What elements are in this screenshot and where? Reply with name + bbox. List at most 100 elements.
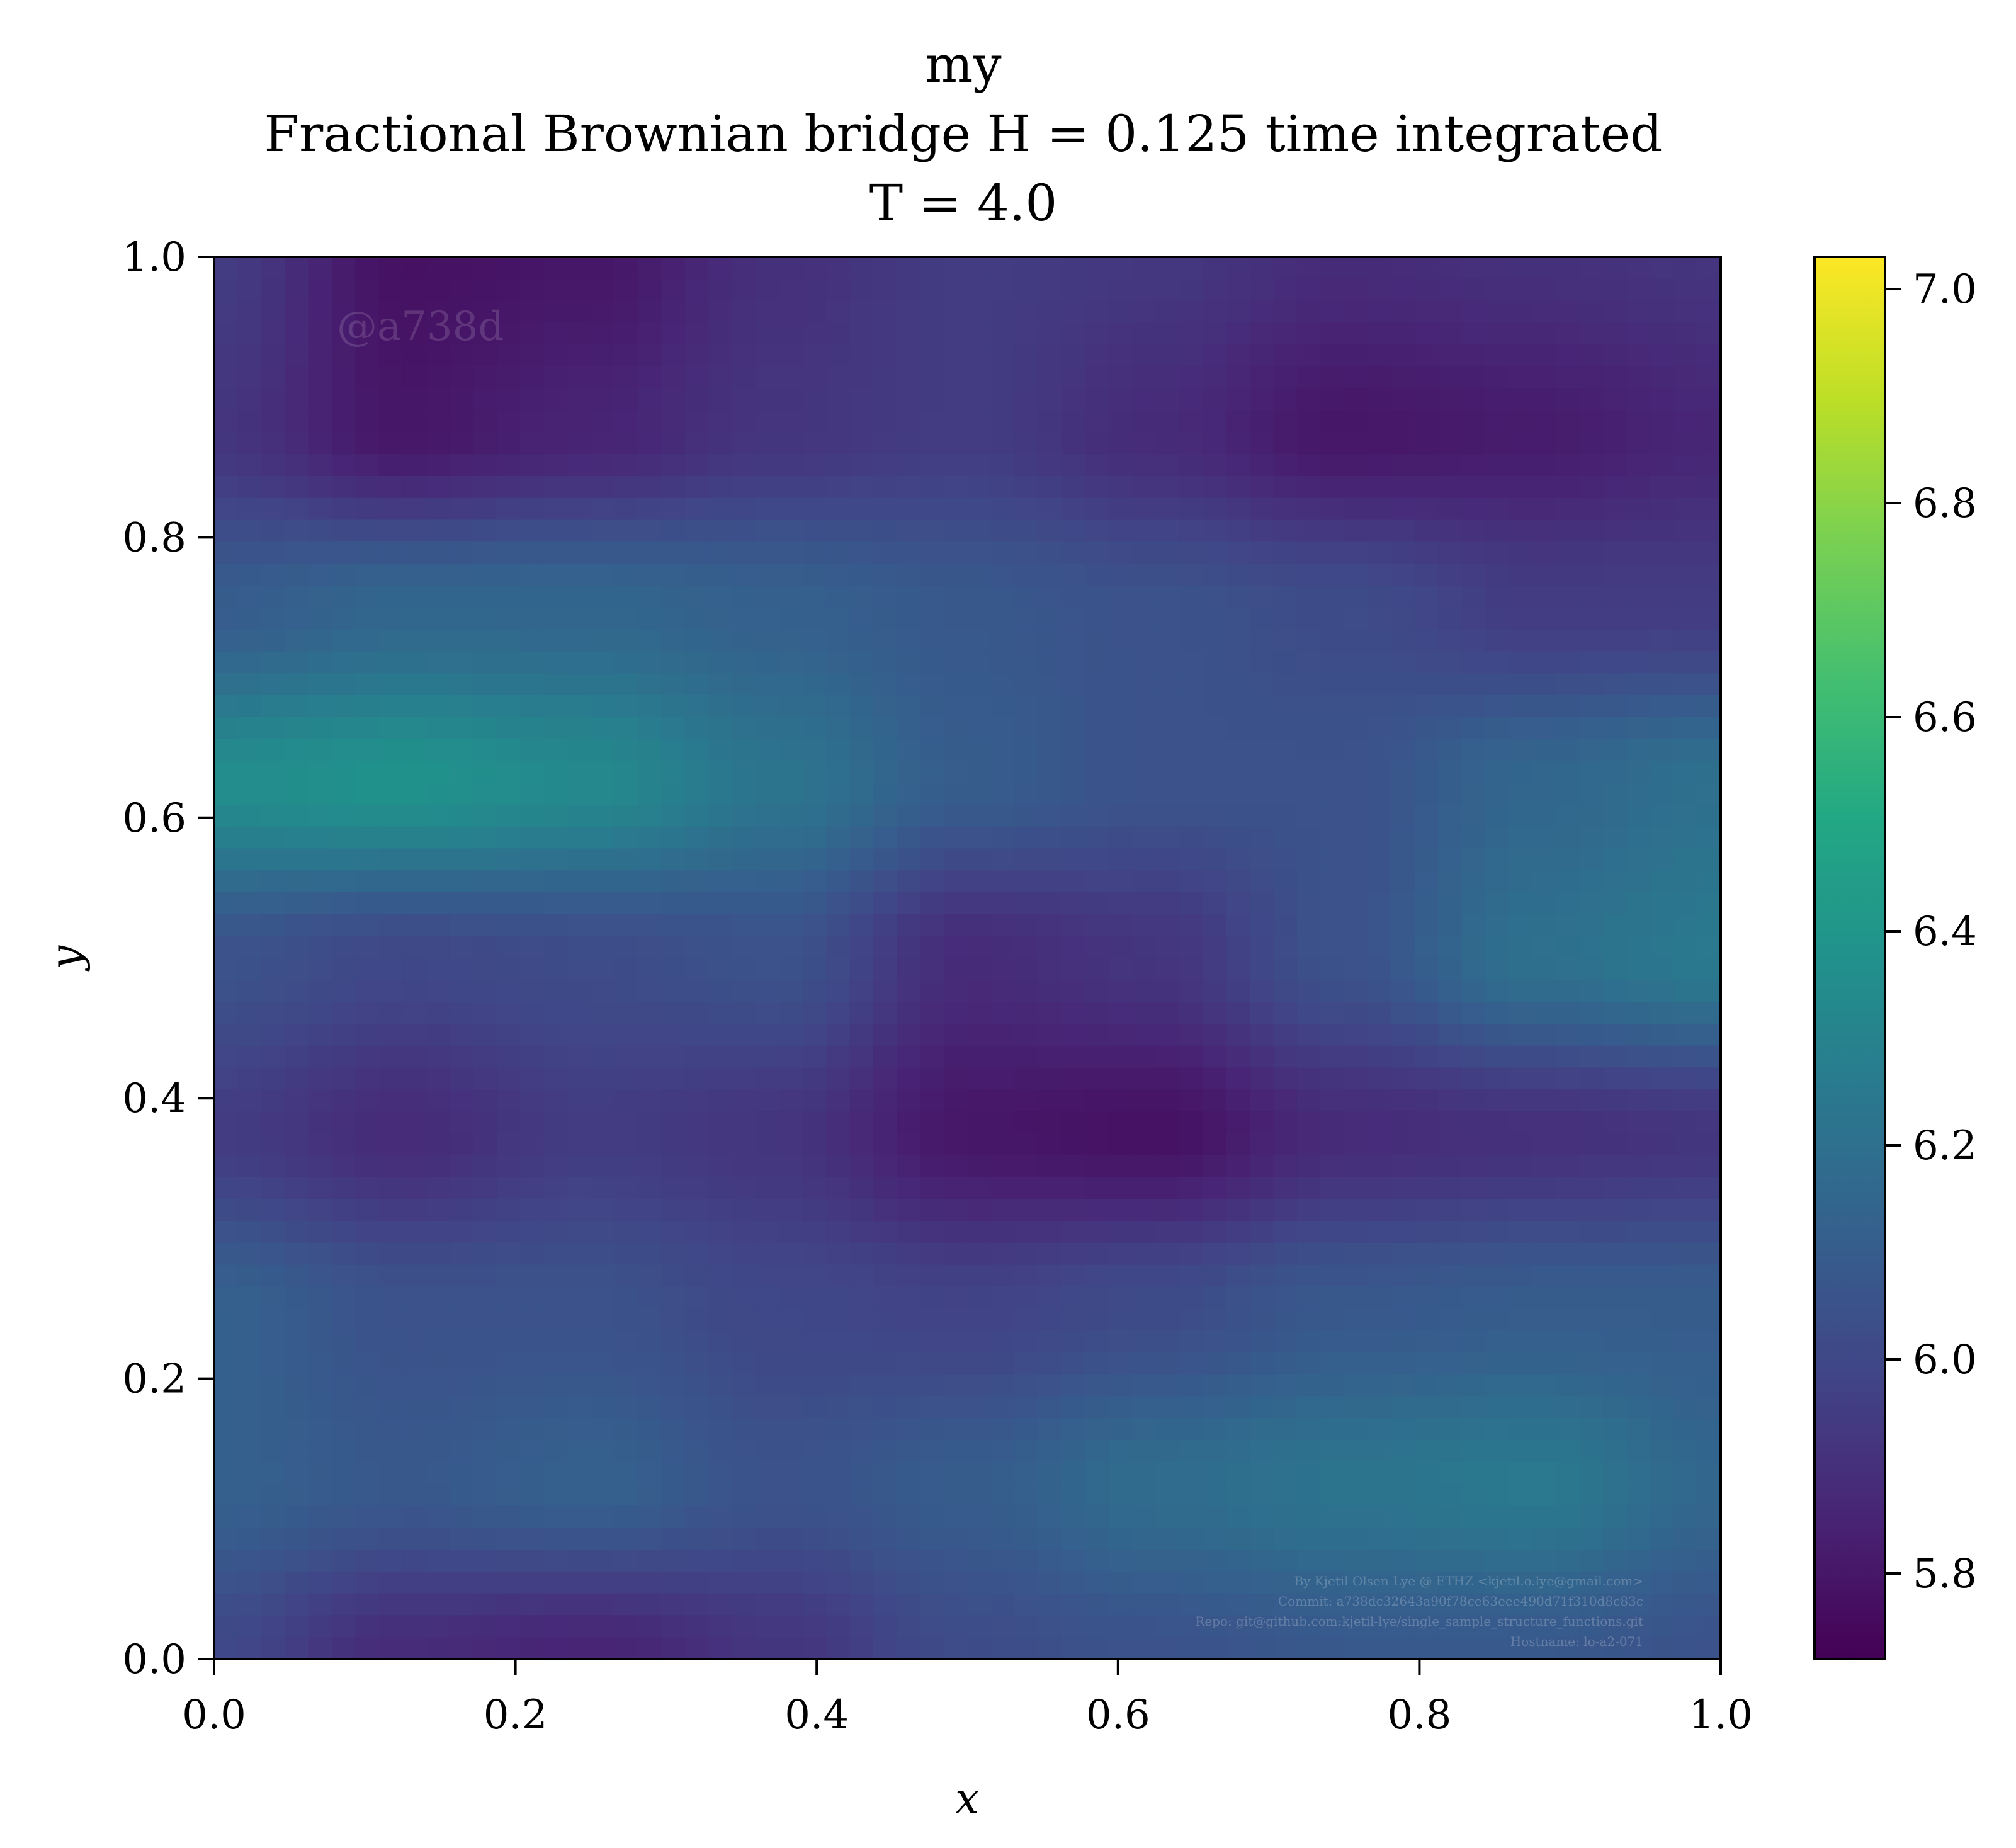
heatmap-cell bbox=[285, 936, 309, 959]
heatmap-cell bbox=[1485, 1264, 1510, 1288]
heatmap-cell bbox=[1203, 1002, 1227, 1024]
heatmap-cell bbox=[708, 300, 733, 324]
heatmap-cell bbox=[826, 1308, 851, 1331]
heatmap-cell bbox=[1108, 1264, 1133, 1288]
heatmap-cell bbox=[308, 914, 332, 937]
heatmap-cell bbox=[1038, 475, 1062, 499]
heatmap-cell bbox=[1673, 936, 1698, 959]
heatmap-cell bbox=[378, 344, 403, 367]
heatmap-cell bbox=[1108, 1023, 1133, 1046]
heatmap-cell bbox=[331, 1067, 356, 1091]
heatmap-cell bbox=[1014, 1111, 1039, 1134]
heatmap-cell bbox=[1579, 848, 1604, 871]
heatmap-cell bbox=[944, 1637, 968, 1659]
heatmap-cell bbox=[308, 694, 332, 718]
heatmap-cell bbox=[1226, 585, 1250, 608]
heatmap-cell bbox=[1485, 1330, 1510, 1353]
heatmap-cell bbox=[543, 980, 568, 1002]
heatmap-cell bbox=[1062, 1593, 1086, 1616]
heatmap-cell bbox=[779, 1155, 803, 1178]
heatmap-cell bbox=[378, 629, 403, 652]
heatmap-cell bbox=[1179, 936, 1204, 959]
heatmap-cell bbox=[591, 1111, 615, 1134]
heatmap-cell bbox=[1603, 1155, 1628, 1178]
heatmap-cell bbox=[1062, 804, 1086, 827]
heatmap-cell bbox=[684, 1155, 709, 1178]
heatmap-cell bbox=[1368, 475, 1392, 499]
heatmap-cell bbox=[755, 1045, 780, 1069]
heatmap-cell bbox=[920, 958, 944, 981]
heatmap-cell bbox=[1273, 519, 1298, 543]
heatmap-cell bbox=[426, 1505, 450, 1529]
heatmap-cell bbox=[661, 739, 686, 762]
heatmap-cell bbox=[1368, 322, 1392, 345]
heatmap-cell bbox=[1085, 1221, 1109, 1244]
heatmap-cell bbox=[355, 1637, 380, 1659]
heatmap-cell bbox=[1509, 1352, 1533, 1375]
heatmap-cell bbox=[990, 454, 1016, 477]
heatmap-cell bbox=[967, 388, 992, 411]
heatmap-cell bbox=[638, 673, 662, 696]
heatmap-cell bbox=[1391, 892, 1415, 915]
heatmap-cell bbox=[779, 607, 803, 630]
heatmap-cell bbox=[897, 892, 921, 915]
heatmap-cell bbox=[1697, 1396, 1721, 1419]
heatmap-cell bbox=[1438, 1199, 1463, 1222]
heatmap-cell bbox=[614, 607, 638, 630]
heatmap-cell bbox=[1014, 1264, 1039, 1288]
heatmap-cell bbox=[944, 1133, 968, 1156]
heatmap-cell bbox=[308, 1067, 332, 1091]
heatmap-cell bbox=[1532, 1593, 1557, 1616]
heatmap-cell bbox=[308, 1505, 332, 1529]
heatmap-cell bbox=[1038, 300, 1062, 324]
heatmap-cell bbox=[1603, 761, 1628, 783]
heatmap-cell bbox=[1179, 454, 1204, 477]
heatmap-cell bbox=[378, 1615, 403, 1638]
heatmap-cell bbox=[873, 694, 898, 718]
heatmap-cell bbox=[1650, 1571, 1675, 1594]
heatmap-cell bbox=[802, 1177, 827, 1200]
heatmap-cell bbox=[1438, 783, 1463, 805]
heatmap-cell bbox=[308, 497, 332, 521]
heatmap-cell bbox=[638, 1593, 662, 1616]
heatmap-cell bbox=[1532, 1023, 1557, 1046]
heatmap-cell bbox=[543, 300, 568, 324]
heatmap-cell bbox=[1697, 980, 1721, 1002]
heatmap-cell bbox=[355, 585, 380, 608]
heatmap-cell bbox=[1203, 739, 1227, 762]
heatmap-cell bbox=[1226, 1352, 1250, 1375]
heatmap-cell bbox=[473, 1461, 497, 1485]
heatmap-cell bbox=[944, 651, 968, 674]
heatmap-cell bbox=[355, 278, 380, 302]
heatmap-cell bbox=[591, 1155, 615, 1178]
heatmap-cell bbox=[1673, 541, 1698, 564]
heatmap-cell bbox=[1226, 607, 1250, 630]
heatmap-cell bbox=[849, 1330, 874, 1353]
heatmap-cell bbox=[732, 1199, 756, 1222]
heatmap-cell bbox=[920, 1111, 944, 1134]
heatmap-cell bbox=[1673, 497, 1698, 521]
heatmap-cell bbox=[732, 1550, 756, 1572]
heatmap-cell bbox=[614, 1221, 638, 1244]
heatmap-cell bbox=[1368, 388, 1392, 411]
heatmap-cell bbox=[1579, 804, 1604, 827]
heatmap-cell bbox=[473, 694, 497, 718]
heatmap-cell bbox=[1579, 958, 1604, 981]
heatmap-cell bbox=[285, 432, 309, 455]
heatmap-cell bbox=[1296, 519, 1322, 543]
heatmap-cell bbox=[1085, 673, 1109, 696]
heatmap-cell bbox=[473, 388, 497, 411]
heatmap-cell bbox=[1626, 1133, 1651, 1156]
heatmap-cell bbox=[1273, 410, 1298, 433]
heatmap-cell bbox=[237, 1133, 262, 1156]
heatmap-cell bbox=[1179, 1286, 1204, 1310]
heatmap-cell bbox=[355, 804, 380, 827]
heatmap-cell bbox=[1344, 388, 1368, 411]
heatmap-cell bbox=[214, 322, 239, 345]
heatmap-cell bbox=[543, 1352, 568, 1375]
heatmap-cell bbox=[1391, 1177, 1415, 1200]
heatmap-cell bbox=[779, 497, 803, 521]
heatmap-cell bbox=[567, 673, 592, 696]
heatmap-cell bbox=[1250, 1089, 1274, 1112]
heatmap-cell bbox=[1038, 585, 1062, 608]
